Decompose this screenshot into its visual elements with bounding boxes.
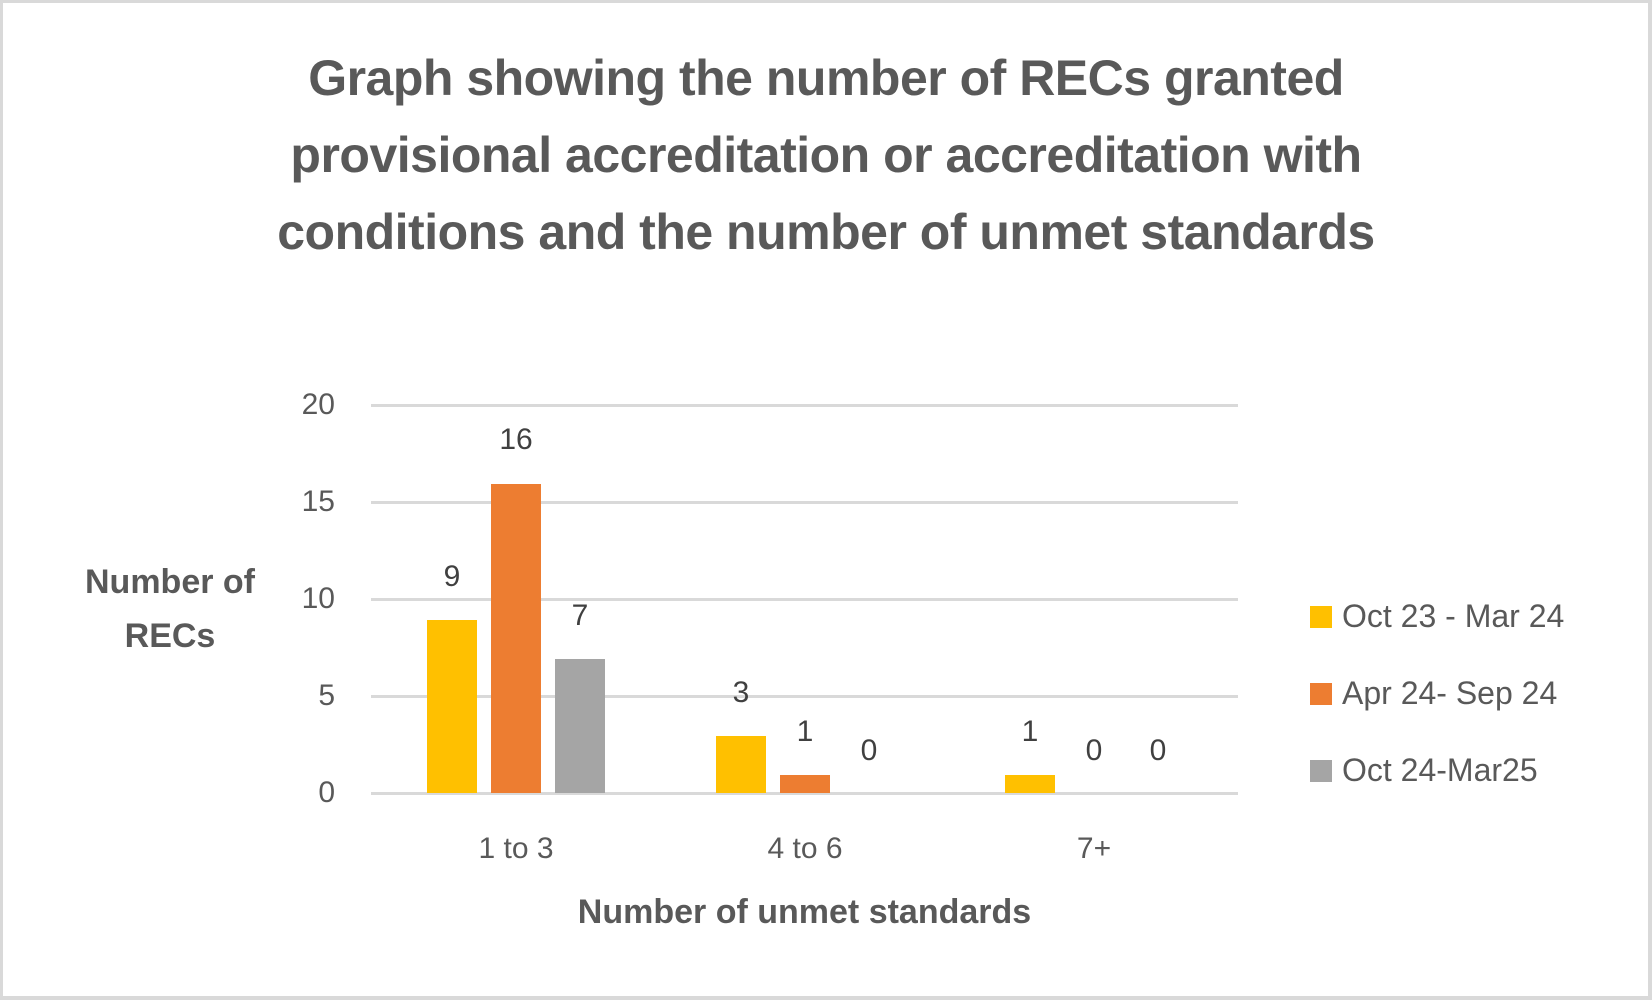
x-tick-4to6: 4 to 6	[767, 832, 843, 865]
data-label: 1	[1021, 715, 1039, 748]
x-tick-7plus: 7+	[1076, 832, 1112, 865]
legend-item-oct24-mar25: Oct 24-Mar25	[1310, 732, 1564, 809]
bar-oct23-4to6	[716, 736, 766, 793]
y-axis-label: Number of RECs	[85, 563, 255, 655]
data-label: 9	[443, 560, 461, 593]
legend-swatch	[1310, 682, 1332, 705]
data-label: 1	[796, 715, 814, 748]
title-line-2: provisional accreditation or accreditati…	[290, 127, 1362, 183]
title-line-1: Graph showing the number of RECs granted	[308, 50, 1344, 106]
legend-swatch	[1310, 759, 1332, 782]
bar-oct23-7plus	[1005, 775, 1055, 793]
chart-title: Graph showing the number of RECs granted…	[0, 40, 1652, 271]
data-label: 16	[499, 423, 533, 456]
data-label: 7	[571, 599, 589, 632]
legend-item-oct23-mar24: Oct 23 - Mar 24	[1310, 578, 1564, 655]
y-tick-5: 5	[318, 679, 335, 712]
chart-frame	[3, 3, 1648, 996]
bar-oct24-1to3	[555, 659, 605, 793]
gridline-15	[371, 501, 1238, 504]
x-axis-label: Number of unmet standards	[577, 893, 1032, 931]
data-label: 3	[732, 676, 750, 709]
plot-area	[371, 404, 1238, 795]
y-tick-15: 15	[301, 485, 335, 518]
x-tick-1to3: 1 to 3	[478, 832, 554, 865]
data-label: 0	[1085, 734, 1103, 767]
legend-label: Oct 24-Mar25	[1342, 752, 1538, 788]
bar-oct23-1to3	[427, 620, 477, 793]
legend-swatch	[1310, 605, 1332, 628]
gridline-0	[371, 792, 1238, 795]
legend: Oct 23 - Mar 24 Apr 24- Sep 24 Oct 24-Ma…	[1310, 578, 1564, 809]
y-tick-10: 10	[301, 582, 335, 615]
gridline-10	[371, 598, 1238, 601]
data-label: 0	[860, 734, 878, 767]
bar-apr24-1to3	[491, 484, 541, 793]
legend-label: Oct 23 - Mar 24	[1342, 598, 1565, 634]
gridline-5	[371, 695, 1238, 698]
legend-item-apr24-sep24: Apr 24- Sep 24	[1310, 655, 1564, 732]
y-tick-0: 0	[318, 776, 335, 809]
bar-apr24-4to6	[780, 775, 830, 793]
gridline-20	[371, 404, 1238, 407]
title-line-3: conditions and the number of unmet stand…	[277, 204, 1375, 260]
legend-label: Apr 24- Sep 24	[1342, 675, 1558, 711]
y-tick-20: 20	[301, 388, 335, 421]
data-label: 0	[1149, 734, 1167, 767]
